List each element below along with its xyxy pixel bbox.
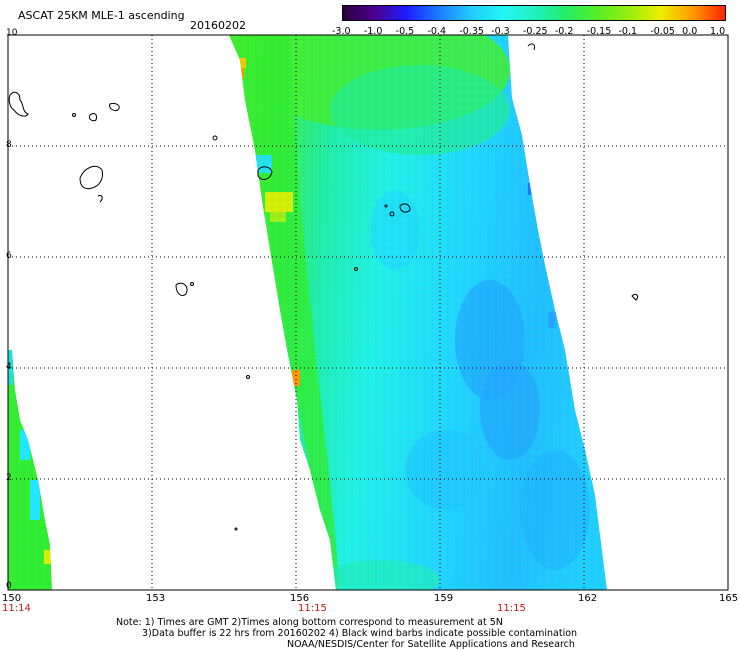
time-label-2: 11:15: [298, 603, 327, 614]
time-label-1: 11:14: [2, 603, 31, 614]
color-scale-tick-label: -0.05: [650, 26, 675, 37]
main-swath: [229, 35, 607, 590]
color-scale-tick-label: -0.1: [618, 26, 638, 37]
lat-label-4: 4: [6, 362, 12, 372]
color-scale-tick-label: -0.15: [586, 26, 612, 37]
color-scale-tick-label: -0.25: [523, 26, 548, 37]
coastlines: [8, 43, 639, 531]
lat-label-2: 2: [6, 473, 12, 483]
map-date: 20160202: [190, 19, 246, 32]
color-scale-tick-label: -0.2: [554, 26, 574, 37]
lon-label-159: 159: [434, 593, 454, 604]
lon-label-150: 150: [2, 593, 22, 604]
plot-frame: [7, 34, 729, 591]
lon-label-156: 156: [290, 593, 310, 604]
color-scale-tick-label: -0.4: [427, 26, 447, 37]
left-swath: [8, 350, 52, 590]
color-scale-tick-label: -3.0: [332, 26, 351, 37]
note-line-2: 3)Data buffer is 22 hrs from 20160202 4)…: [142, 628, 578, 639]
map-title: ASCAT 25KM MLE-1 ascending: [18, 9, 185, 22]
lat-label-10: 10: [6, 28, 18, 38]
lon-label-162: 162: [578, 593, 598, 604]
note-line-1: Note: 1) Times are GMT 2)Times along bot…: [116, 617, 503, 628]
color-scale-tick-label: 0.0: [682, 26, 698, 37]
color-scale-tick-label: 1.0: [710, 26, 726, 37]
graticule: [8, 35, 728, 590]
color-scale-labels: -3.0 -1.0 -0.5 -0.4 -0.35 -0.3 -0.25 -0.2 -0.15-…: [332, 26, 726, 38]
lon-label-153: 153: [146, 593, 166, 604]
lon-label-165: 165: [719, 593, 739, 604]
lat-label-8: 8: [6, 140, 12, 150]
note-line-3: NOAA/NESDIS/Center for Satellite Applica…: [287, 639, 575, 650]
lat-label-0: 0: [6, 581, 12, 591]
color-scale-tick-label: -1.0: [363, 26, 383, 37]
lat-label-6: 6: [6, 251, 12, 261]
color-scale-bar: [342, 5, 726, 21]
time-label-3: 11:15: [497, 603, 526, 614]
color-scale-tick-label: -0.35: [459, 26, 484, 37]
color-scale-tick-label: -0.3: [491, 26, 510, 37]
color-scale-tick-label: -0.5: [395, 26, 415, 37]
